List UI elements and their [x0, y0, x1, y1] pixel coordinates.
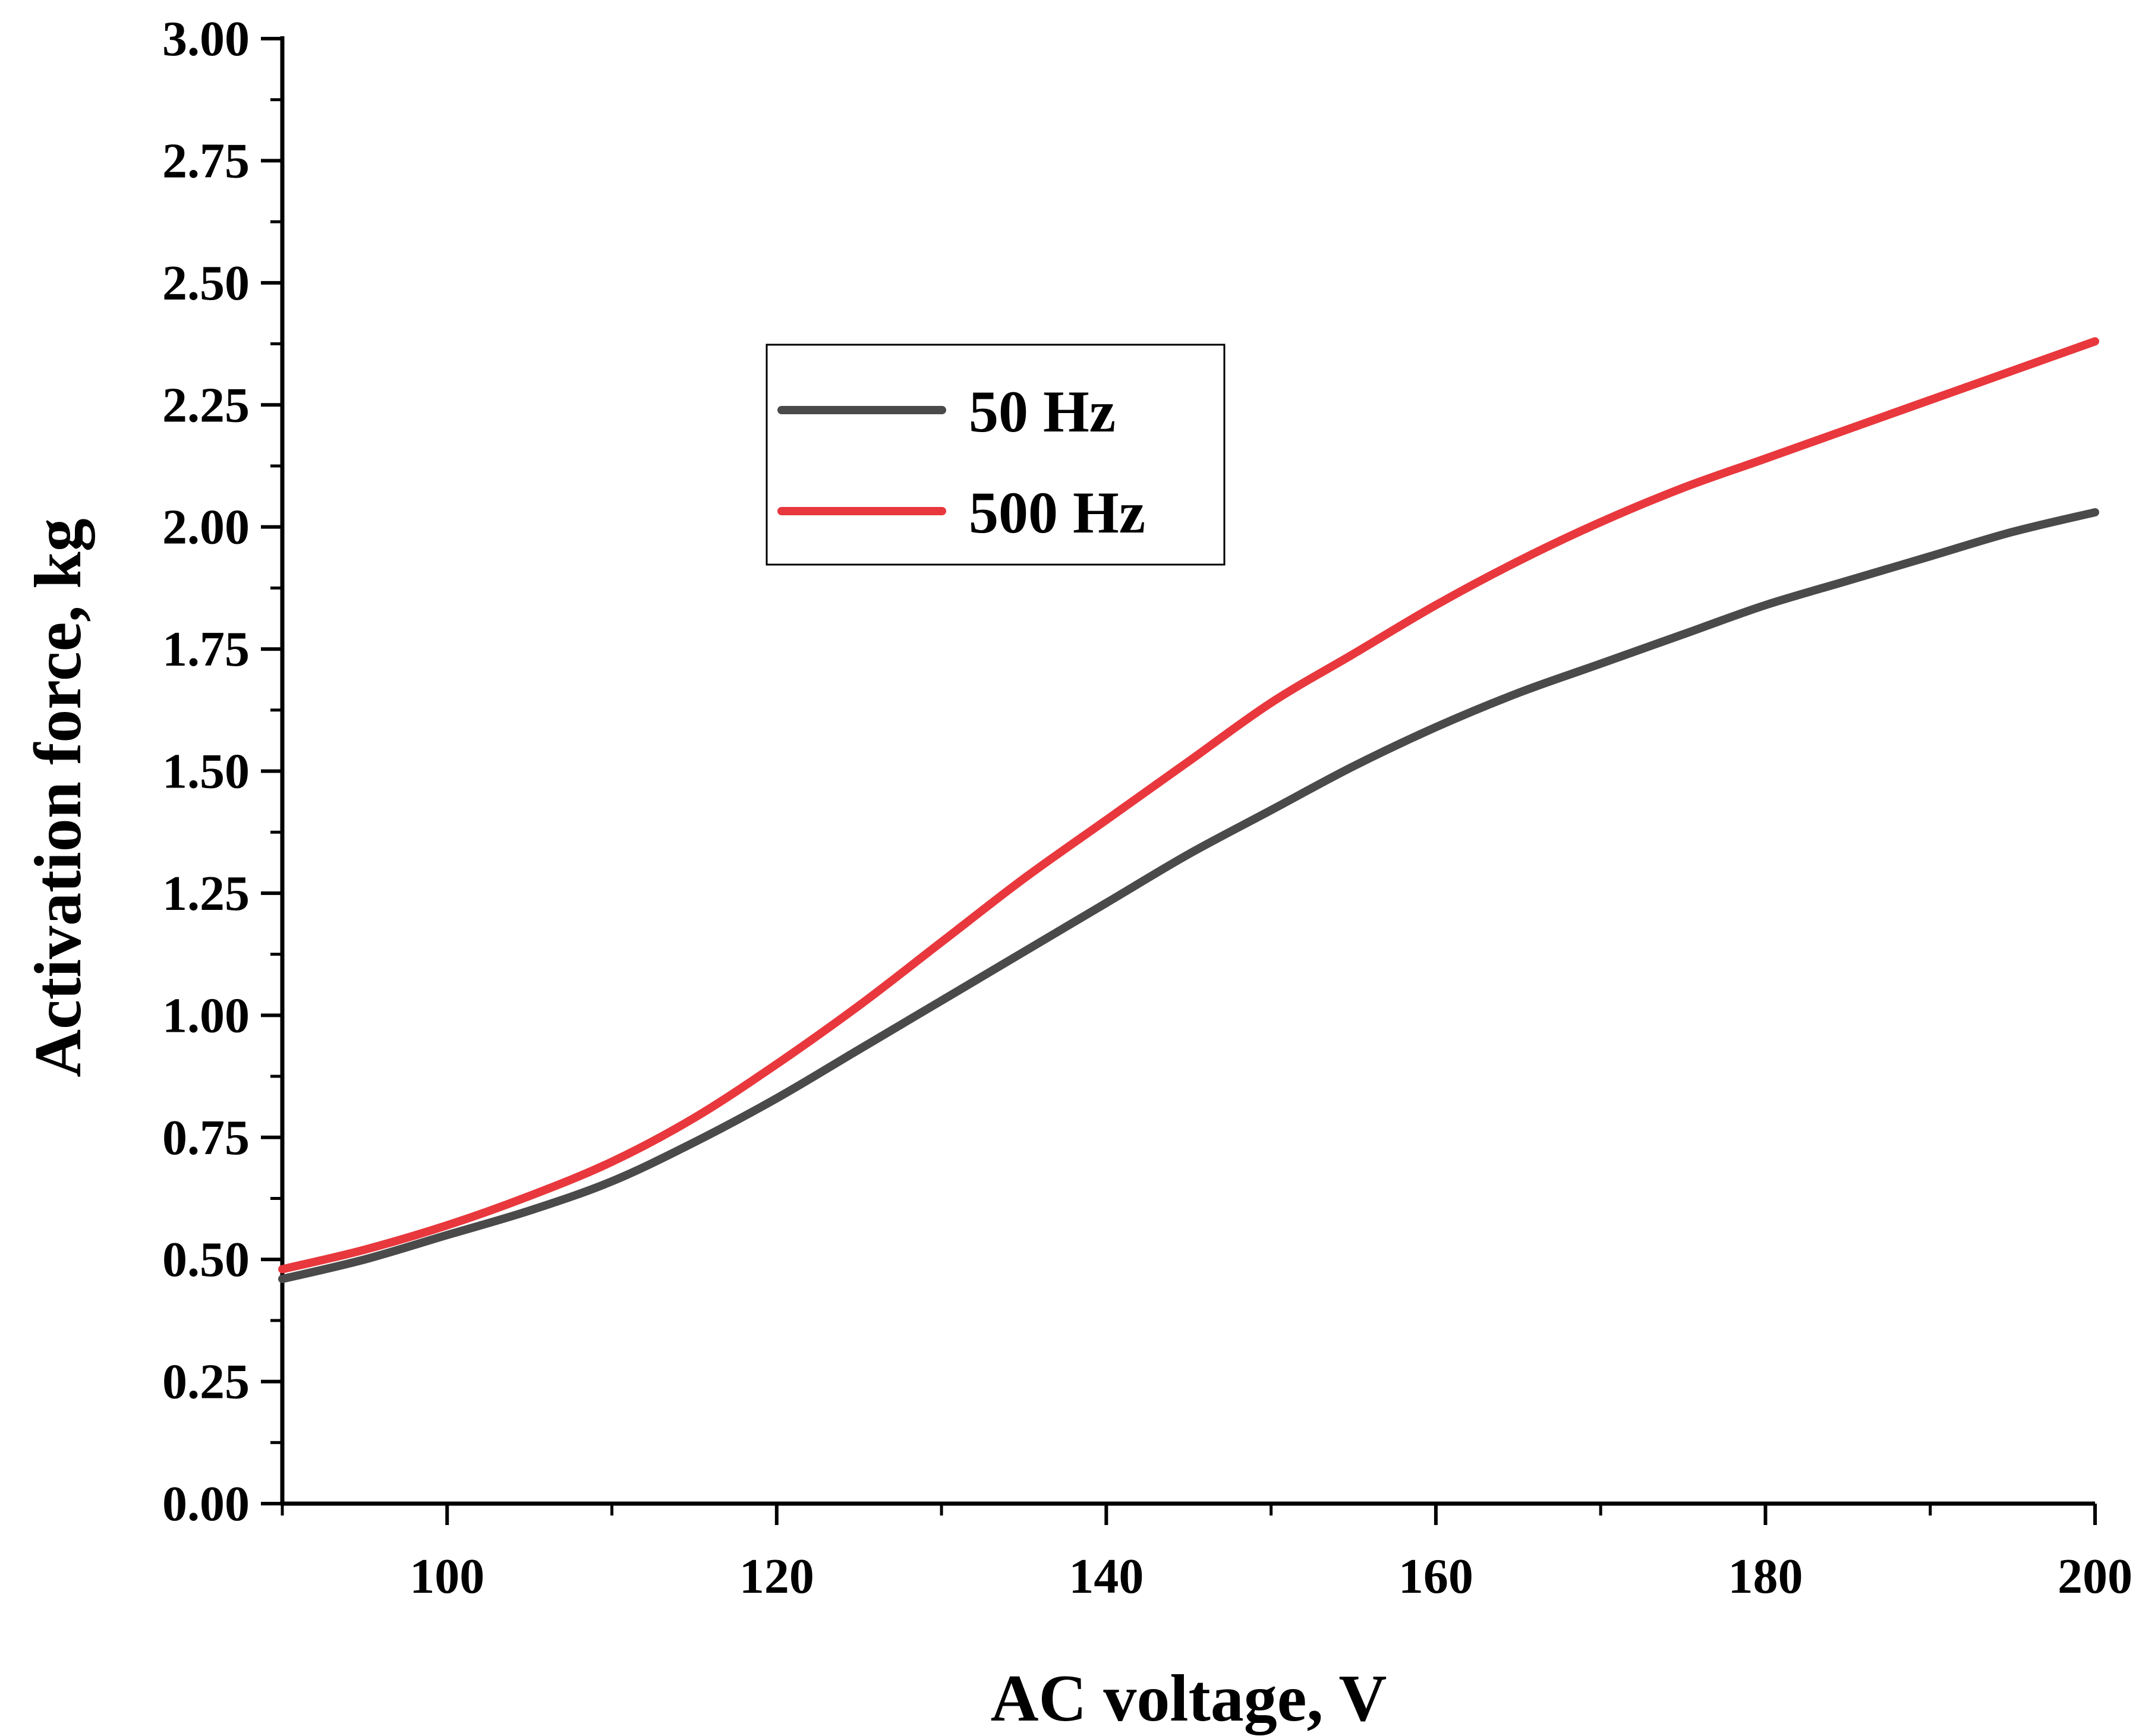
series-line-50hz [278, 508, 2099, 1283]
y-ticks: 0.00 0.25 0.50 0.75 1.00 1.25 1.50 1.75 2.00 2.25… [162, 11, 282, 1532]
legend: 50 Hz 500 Hz [766, 344, 1226, 566]
legend-label-500hz: 500 Hz [969, 480, 1145, 546]
x-tick-label: 160 [1398, 1549, 1473, 1604]
y-tick-label: 0.75 [162, 1110, 250, 1165]
legend-label-50hz: 50 Hz [969, 379, 1116, 445]
y-tick-label: 0.25 [162, 1354, 250, 1410]
x-tick-label: 200 [2058, 1549, 2132, 1604]
series-lines [278, 337, 2099, 1283]
y-tick-label: 2.00 [162, 500, 250, 555]
y-tick-label: 3.00 [162, 11, 250, 67]
y-tick-label: 2.75 [162, 133, 250, 188]
y-tick-label: 0.50 [162, 1232, 250, 1287]
x-tick-label: 100 [410, 1549, 484, 1604]
x-tick-label: 180 [1728, 1549, 1803, 1604]
y-tick-label: 1.00 [162, 988, 250, 1043]
x-tick-label: 120 [739, 1549, 814, 1604]
y-tick-label: 2.50 [162, 256, 250, 311]
x-tick-label: 140 [1069, 1549, 1144, 1604]
y-tick-label: 1.25 [162, 866, 250, 921]
y-tick-label: 1.50 [162, 744, 250, 799]
series-line-500hz [278, 337, 2099, 1274]
x-axis-title: AC voltage, V [991, 1662, 1387, 1735]
x-ticks: 100 120 140 160 180 200 [281, 1504, 2132, 1604]
axes [280, 36, 2095, 1506]
y-axis-title: Activation force, kg [21, 518, 95, 1077]
y-tick-label: 2.25 [162, 377, 250, 433]
y-tick-label: 0.00 [162, 1476, 250, 1532]
y-tick-label: 1.75 [162, 622, 250, 677]
legend-box [766, 344, 1226, 566]
